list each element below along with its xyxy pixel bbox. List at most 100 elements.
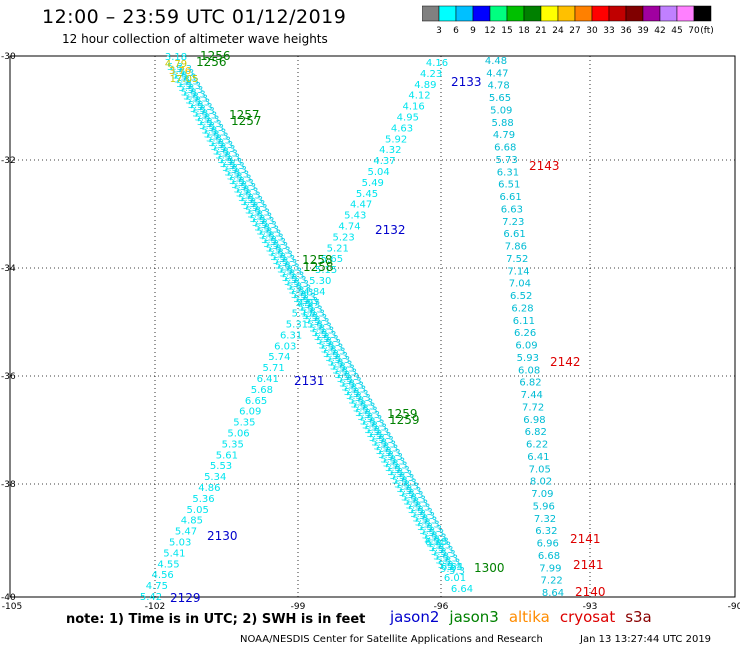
track-c-value: 5.3 xyxy=(431,532,447,543)
colorbar-tick-label: 15 xyxy=(501,26,512,36)
track-b-value: 7.44 xyxy=(521,390,543,401)
track-c-value: 5.3 xyxy=(335,370,351,381)
track-c-value: 5.3 xyxy=(417,522,433,533)
colorbar-tick-label: 21 xyxy=(535,26,546,36)
track-c-value: 5.3 xyxy=(357,397,373,408)
track-c-value: 5.3 xyxy=(314,332,330,343)
track-c-value: 5.3 xyxy=(348,380,364,391)
track-b-value: 8.64 xyxy=(542,588,564,599)
track-c-value: 5.3 xyxy=(369,418,385,429)
track-a-value: 5.49 xyxy=(362,178,384,189)
track-a-value: 5.47 xyxy=(175,527,197,538)
track-b-value: 5.09 xyxy=(490,105,512,116)
track-c-bottom-value: 6.38 xyxy=(425,537,447,548)
track-a-value: 5.31 xyxy=(286,320,308,331)
track-c-value: 5.3 xyxy=(284,277,300,288)
lon-tick-label: -99 xyxy=(291,602,306,610)
jason2-pass-label: 2133 xyxy=(451,75,482,89)
track-c-value: 5.3 xyxy=(181,87,197,98)
track-c-value: 5.3 xyxy=(222,148,238,159)
track-b-value: 6.52 xyxy=(510,291,532,302)
track-a-value: 4.89 xyxy=(414,80,436,91)
track-c-value: 5.3 xyxy=(185,96,201,107)
track-c-value: 5.3 xyxy=(318,340,334,351)
track-c-value: 5.3 xyxy=(263,224,279,235)
track-c-value: 5.3 xyxy=(273,256,289,267)
track-c-value: 5.3 xyxy=(337,374,353,385)
track-c-value: 5.3 xyxy=(302,296,318,307)
track-c-value: 5.3 xyxy=(316,336,332,347)
track-b-value: 5.88 xyxy=(491,118,513,129)
track-c-value: 5.3 xyxy=(442,553,458,564)
track-a-value: 5.35 xyxy=(233,418,255,429)
lon-tick-label: -90 xyxy=(728,602,740,610)
jason3-pass-label: 1258 xyxy=(302,253,333,267)
track-c-value: 5.3 xyxy=(426,524,442,535)
track-c-value: 5.3 xyxy=(376,431,392,442)
legend-item-jason3: jason3 xyxy=(449,608,499,626)
colorbar-tick-label: 27 xyxy=(569,26,580,36)
track-c-value: 5.3 xyxy=(353,404,369,415)
track-a-value: 5.71 xyxy=(262,363,284,374)
track-b-value: 4.78 xyxy=(488,81,510,92)
track-c-value: 5.3 xyxy=(206,134,222,145)
lat-tick-label: -40 xyxy=(1,593,16,603)
track-c-value: 5.3 xyxy=(334,355,350,366)
track-c-value: 5.3 xyxy=(206,119,222,130)
track-c-value: 5.3 xyxy=(376,446,392,457)
track-c-value: 5.3 xyxy=(305,315,321,326)
track-c-value: 5.3 xyxy=(181,72,197,83)
track-c-value: 5.3 xyxy=(190,89,206,100)
colorbar-tick-label: 12 xyxy=(484,26,495,36)
satellite-legend: jason2 jason3 altika cryosat s3a xyxy=(390,608,662,626)
track-c-value: 5.3 xyxy=(220,159,236,170)
track-c-value: 5.3 xyxy=(220,144,236,155)
track-c-value: 5.3 xyxy=(213,146,229,157)
track-c-value: 5.3 xyxy=(245,191,261,202)
track-c-value: 5.3 xyxy=(300,292,316,303)
track-c-value: 5.3 xyxy=(444,558,460,569)
track-c-value: 5.3 xyxy=(431,547,447,558)
page-subtitle: 12 hour collection of altimeter wave hei… xyxy=(62,32,328,46)
track-b-value: 7.86 xyxy=(505,242,527,253)
track-b-value: 4.79 xyxy=(493,130,515,141)
track-a-value: 5.15 xyxy=(315,265,337,276)
track-a-value: 5.74 xyxy=(268,352,290,363)
track-c-value: 5.3 xyxy=(403,482,419,493)
track-b-value: 7.32 xyxy=(534,514,556,525)
track-a-value: 5.53 xyxy=(210,461,232,472)
track-c-top-value: 17.05 xyxy=(170,74,199,85)
track-c-value: 5.3 xyxy=(282,273,298,284)
track-c-value: 5.3 xyxy=(351,399,367,410)
colorbar-tick-label: 6 xyxy=(453,26,459,36)
track-c-value: 5.3 xyxy=(330,347,346,358)
track-c-value: 5.3 xyxy=(360,401,376,412)
track-c-value: 5.3 xyxy=(204,115,220,126)
colorbar-tick-label: 39 xyxy=(637,26,649,36)
track-c-value: 5.3 xyxy=(353,389,369,400)
track-b-value: 6.28 xyxy=(511,303,533,314)
track-c-value: 5.3 xyxy=(323,349,339,360)
track-c-value: 5.3 xyxy=(339,378,355,389)
track-c-value: 5.3 xyxy=(188,100,204,111)
track-c-value: 5.3 xyxy=(210,127,226,138)
track-c-value: 5.3 xyxy=(250,214,266,225)
track-c-value: 5.3 xyxy=(289,286,305,297)
track-c-value: 5.3 xyxy=(291,275,307,286)
track-c-value: 5.3 xyxy=(231,165,247,176)
track-a-value: 4.63 xyxy=(391,123,413,134)
jason3-pass-label: 1257 xyxy=(229,108,260,122)
track-b-value: 6.82 xyxy=(519,378,541,389)
track-a-value: 5.30 xyxy=(309,276,331,287)
track-a-value: 5.41 xyxy=(163,548,185,559)
track-a-value: 4.95 xyxy=(397,112,419,123)
jason2-pass-label: 2129 xyxy=(170,591,201,605)
track-b-value: 6.96 xyxy=(537,539,559,550)
track-c-value: 5.3 xyxy=(172,70,188,81)
track-a-value: 6.09 xyxy=(239,407,261,418)
track-c-value: 5.3 xyxy=(208,138,224,149)
lon-tick-label: -102 xyxy=(145,602,165,610)
track-c-value: 5.3 xyxy=(190,104,206,115)
track-c-value: 5.3 xyxy=(197,102,213,113)
track-c-value: 5.3 xyxy=(270,237,286,248)
